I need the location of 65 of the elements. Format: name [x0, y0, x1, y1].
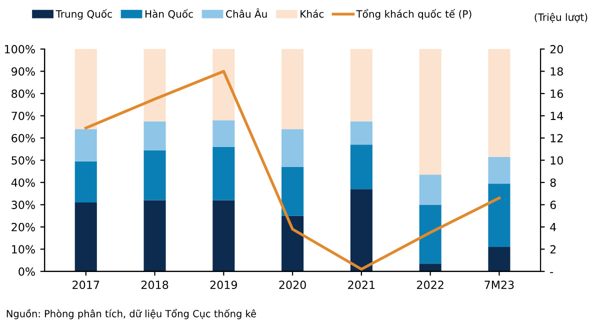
- legend-label: Châu Âu: [226, 8, 267, 18]
- y2-tick-label: 10: [550, 156, 563, 165]
- y2-tick-label: 20: [550, 45, 563, 54]
- legend-label: Hàn Quốc: [146, 9, 193, 19]
- y2-tick-label: -: [550, 272, 554, 274]
- line-series: [84, 70, 501, 271]
- x-tick-label: 2022: [416, 280, 444, 290]
- bar: [212, 146, 235, 200]
- y2-tick-label: 18: [550, 67, 563, 76]
- bar: [144, 150, 166, 200]
- bar: [282, 166, 304, 216]
- y2-tick-label: 4: [550, 223, 556, 232]
- bar: [419, 264, 442, 272]
- y2-tick-label: 14: [550, 112, 564, 120]
- y-tick-label: 40%: [11, 178, 35, 187]
- y2-tick-label: 2: [550, 245, 556, 254]
- y-tick-label: 100%: [4, 45, 35, 54]
- bar: [74, 202, 97, 272]
- bar: [144, 121, 166, 150]
- bar: [282, 216, 304, 272]
- bar: [350, 144, 372, 190]
- x-tick-label: 2017: [72, 280, 100, 290]
- y-tick-label: 20%: [12, 222, 35, 232]
- y-tick-label: 80%: [12, 89, 35, 98]
- y2-axis-title: (Triệu lượt): [534, 12, 588, 23]
- x-tick-label: 2020: [279, 280, 306, 290]
- bar: [144, 49, 166, 122]
- text: Nguồn: Phòng phân tích, dữ liệu Tổng Cục thống kê: [6, 308, 256, 320]
- bar: [419, 174, 442, 205]
- bar: [419, 49, 442, 175]
- y2-tick-label: 6: [550, 200, 556, 210]
- x-tick-label: 2018: [141, 280, 168, 290]
- y-tick-label: 90%: [12, 67, 35, 76]
- bar: [419, 204, 442, 264]
- y-tick-label: 10%: [12, 245, 35, 254]
- legend-label: Trung Quốc: [56, 9, 112, 20]
- y-tick-label: 50%: [12, 156, 35, 165]
- legend-label: Khác: [300, 10, 324, 18]
- bar: [488, 49, 510, 157]
- y-tick-label: 30%: [12, 200, 35, 210]
- bar: [74, 49, 97, 130]
- y-tick-label: 0%: [18, 267, 35, 276]
- bar: [282, 49, 304, 130]
- bar: [74, 161, 97, 202]
- y2-tick-label: 8: [550, 178, 556, 187]
- bar: [74, 129, 97, 162]
- y2-tick-label: 16: [550, 89, 564, 98]
- bar: [488, 246, 510, 272]
- bar: [350, 189, 372, 272]
- bar: [488, 156, 510, 184]
- bar: [144, 200, 166, 272]
- bar: [212, 120, 235, 147]
- x-tick-label: 7M23: [484, 280, 514, 290]
- bar: [212, 49, 235, 120]
- bar: [282, 129, 304, 167]
- bar: [488, 184, 510, 247]
- legend-label: Tổng khách quốc tế (P): [356, 9, 472, 20]
- x-tick-label: 2021: [348, 280, 375, 290]
- bar: [212, 200, 235, 272]
- bar: [350, 121, 372, 145]
- y-tick-label: 60%: [12, 134, 35, 142]
- y-tick-label: 70%: [12, 112, 35, 120]
- bar: [350, 49, 372, 122]
- x-tick-label: 2019: [210, 280, 238, 290]
- y2-tick-label: 12: [550, 134, 563, 142]
